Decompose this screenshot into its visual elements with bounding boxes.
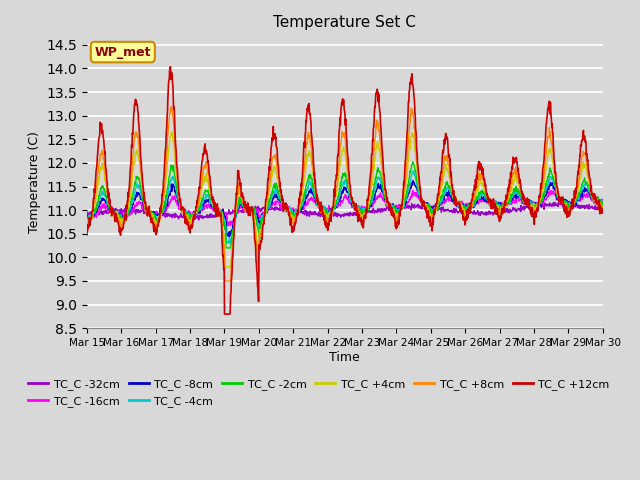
Legend: TC_C -32cm, TC_C -16cm, TC_C -8cm, TC_C -4cm, TC_C -2cm, TC_C +4cm, TC_C +8cm, T: TC_C -32cm, TC_C -16cm, TC_C -8cm, TC_C …: [24, 375, 614, 411]
Title: Temperature Set C: Temperature Set C: [273, 15, 416, 30]
Y-axis label: Temperature (C): Temperature (C): [28, 131, 41, 233]
Text: WP_met: WP_met: [95, 46, 151, 59]
X-axis label: Time: Time: [330, 351, 360, 364]
